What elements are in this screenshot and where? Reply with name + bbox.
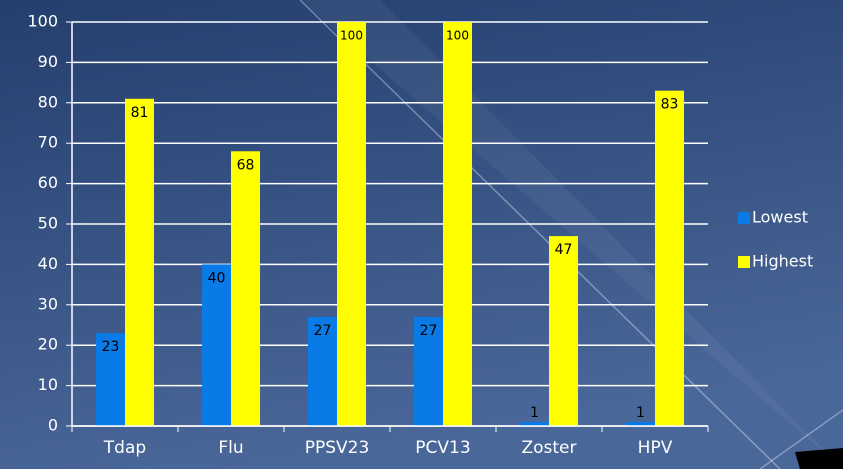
bar (520, 421, 549, 426)
y-tick-label: 90 (38, 52, 58, 71)
bar (414, 316, 443, 426)
x-tick-label: Zoster (521, 438, 576, 458)
data-label: 1 (530, 405, 539, 421)
bar (655, 90, 684, 427)
data-label: 1 (636, 405, 645, 421)
y-tick-label: 20 (38, 335, 58, 354)
y-tick-label: 60 (38, 173, 58, 192)
bar (337, 22, 366, 426)
bar (443, 22, 472, 426)
bar (125, 98, 154, 426)
legend-swatch (738, 256, 750, 268)
y-tick-label: 0 (48, 416, 58, 435)
data-label: 23 (102, 339, 120, 355)
bar (202, 264, 231, 426)
x-tick-label: HPV (638, 438, 673, 458)
data-label: 100 (446, 29, 469, 43)
data-label: 83 (661, 97, 679, 113)
bar (549, 236, 578, 426)
x-tick-label: PPSV23 (305, 438, 370, 458)
y-tick-label: 80 (38, 92, 58, 111)
bar (96, 333, 125, 426)
y-tick-label: 70 (38, 133, 58, 152)
legend-label: Lowest (752, 208, 808, 227)
data-label: 27 (420, 323, 438, 339)
bar (308, 316, 337, 426)
y-tick-label: 30 (38, 294, 58, 313)
data-label: 100 (340, 29, 363, 43)
decor-line (759, 409, 843, 469)
x-tick-label: Tdap (103, 438, 146, 458)
decor (300, 0, 843, 469)
data-label: 27 (314, 323, 332, 339)
y-tick-label: 40 (38, 254, 58, 273)
data-label: 68 (237, 157, 255, 173)
data-label: 40 (208, 270, 226, 286)
y-tick-label: 10 (38, 375, 58, 394)
bar (626, 421, 655, 426)
y-tick-label: 50 (38, 214, 58, 233)
x-tick-label: Flu (218, 438, 243, 458)
data-label: 81 (131, 105, 149, 121)
y-tick-label: 100 (27, 12, 58, 31)
bar (231, 151, 260, 426)
x-tick-label: PCV13 (415, 438, 470, 458)
decor-shape (795, 448, 843, 469)
data-label: 47 (555, 242, 573, 258)
legend-swatch (738, 212, 750, 224)
legend-label: Highest (752, 252, 813, 271)
decor-line (299, 0, 781, 469)
